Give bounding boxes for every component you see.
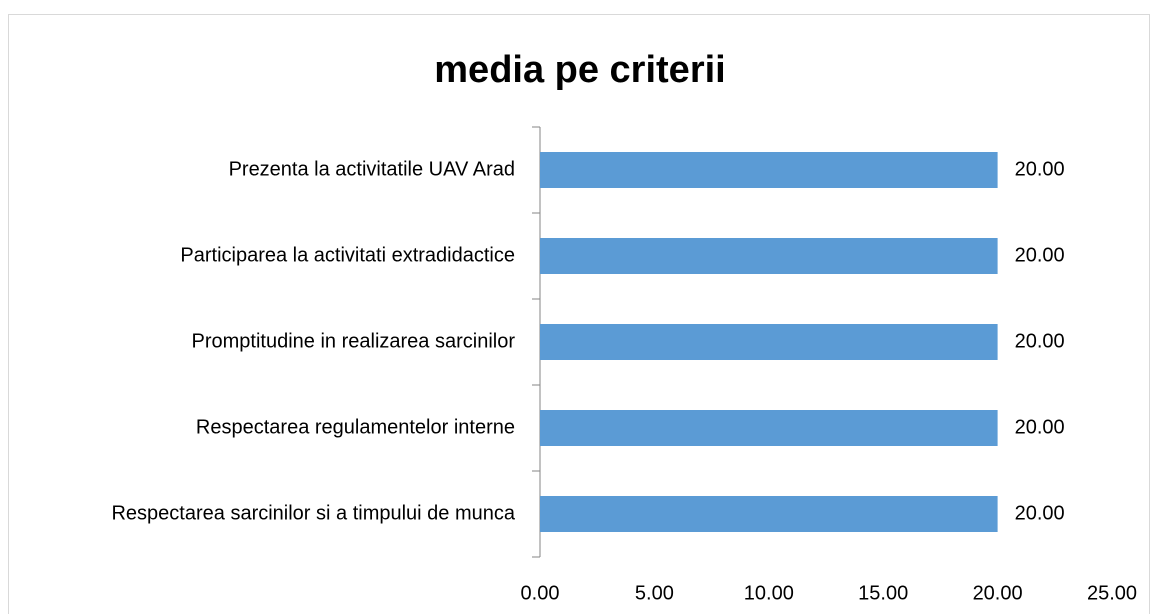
x-tick-label: 25.00 [1087, 582, 1137, 604]
bar [540, 410, 998, 446]
chart-title: media pe criterii [434, 49, 725, 91]
x-tick-label: 15.00 [858, 582, 908, 604]
bar [540, 496, 998, 532]
value-label: 20.00 [1015, 502, 1065, 524]
y-tick-label: Respectarea sarcinilor si a timpului de … [111, 502, 515, 524]
x-tick-label: 0.00 [521, 582, 560, 604]
x-tick-label: 5.00 [635, 582, 674, 604]
bar [540, 152, 998, 188]
y-tick-label: Respectarea regulamentelor interne [196, 416, 515, 438]
bar [540, 324, 998, 360]
x-tick-label: 10.00 [744, 582, 794, 604]
value-label: 20.00 [1015, 330, 1065, 352]
bar [540, 238, 998, 274]
value-label: 20.00 [1015, 416, 1065, 438]
y-tick-label: Participarea la activitati extradidactic… [180, 244, 515, 266]
x-tick-label: 20.00 [973, 582, 1023, 604]
value-label: 20.00 [1015, 244, 1065, 266]
y-tick-label: Prezenta la activitatile UAV Arad [229, 158, 515, 180]
y-tick-label: Promptitudine in realizarea sarcinilor [192, 330, 516, 352]
value-label: 20.00 [1015, 158, 1065, 180]
